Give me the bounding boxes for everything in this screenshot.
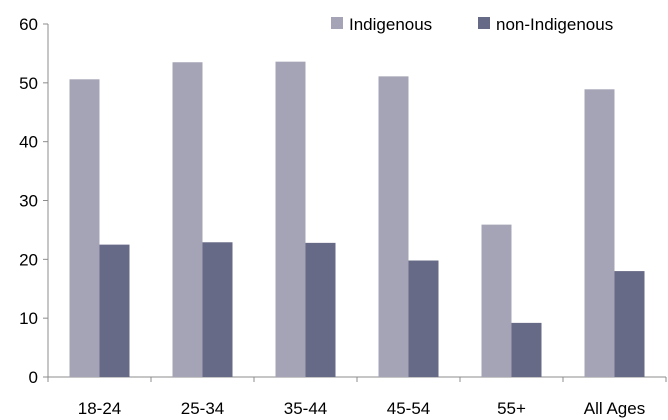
bar-non-indigenous: [408, 260, 439, 377]
bar-indigenous: [584, 89, 615, 378]
bar-non-indigenous: [511, 322, 542, 377]
bar-indigenous: [172, 62, 203, 377]
bar-indigenous: [275, 61, 306, 378]
legend-label-non-indigenous: non-Indigenous: [496, 15, 613, 34]
bar-non-indigenous: [99, 244, 130, 377]
y-tick-label: 0: [29, 368, 38, 387]
bar-indigenous: [69, 79, 100, 377]
y-tick-label: 10: [19, 309, 38, 328]
y-tick-label: 20: [19, 250, 38, 269]
axes: [47, 24, 666, 378]
x-tick-label: 25-34: [181, 399, 224, 418]
y-tick-label: 50: [19, 74, 38, 93]
bar-non-indigenous: [614, 271, 645, 377]
legend-item-non-indigenous: non-Indigenous: [478, 15, 613, 34]
x-axis-ticks: 18-24 25-34 35-44 45-54 55+ All Ages: [47, 377, 667, 418]
legend-label-indigenous: Indigenous: [349, 15, 432, 34]
legend-item-indigenous: Indigenous: [331, 15, 432, 34]
bars: [69, 61, 645, 378]
x-tick-label: 18-24: [78, 399, 121, 418]
y-tick-label: 40: [19, 133, 38, 152]
y-axis-ticks: 0 10 20 30 40 50 60: [19, 15, 48, 387]
x-tick-label: All Ages: [584, 399, 645, 418]
y-tick-label: 30: [19, 192, 38, 211]
bar-non-indigenous: [305, 242, 336, 377]
x-tick-label: 45-54: [387, 399, 430, 418]
y-tick-label: 60: [19, 15, 38, 34]
legend: Indigenous non-Indigenous: [331, 15, 613, 34]
x-tick-label: 35-44: [284, 399, 327, 418]
bar-non-indigenous: [202, 242, 233, 377]
x-tick-label: 55+: [497, 399, 526, 418]
bar-indigenous: [481, 224, 512, 377]
legend-swatch-non-indigenous: [478, 17, 490, 29]
bar-indigenous: [378, 76, 409, 377]
legend-swatch-indigenous: [331, 17, 343, 29]
